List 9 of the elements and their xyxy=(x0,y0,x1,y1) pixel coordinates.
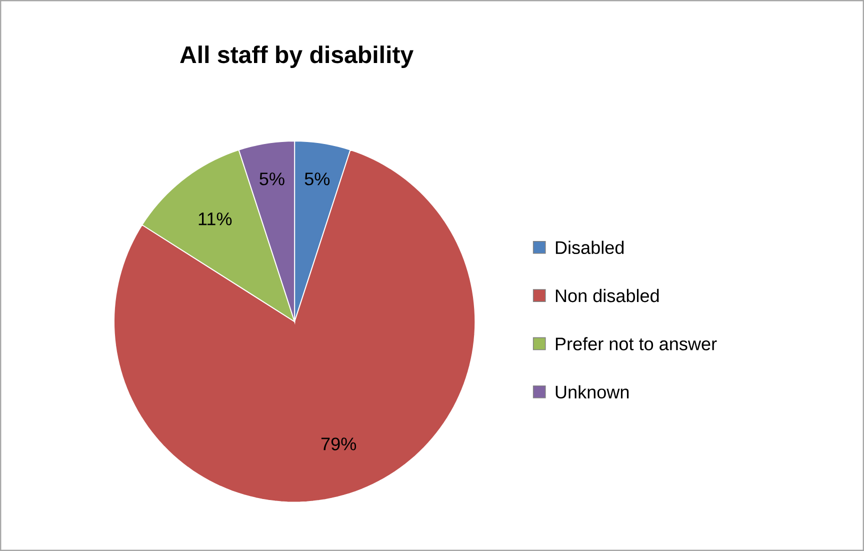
legend-label: Unknown xyxy=(556,385,629,399)
legend-label: Non disabled xyxy=(556,288,659,302)
data-label: 79% xyxy=(321,438,356,450)
data-label: 11% xyxy=(198,212,232,226)
data-label: 5% xyxy=(304,172,330,186)
legend-label: Prefer not to answer xyxy=(556,337,717,350)
data-label: 5% xyxy=(260,172,284,186)
chart-title: All staff by disability xyxy=(180,46,414,68)
legend-label: Disabled xyxy=(556,240,624,254)
